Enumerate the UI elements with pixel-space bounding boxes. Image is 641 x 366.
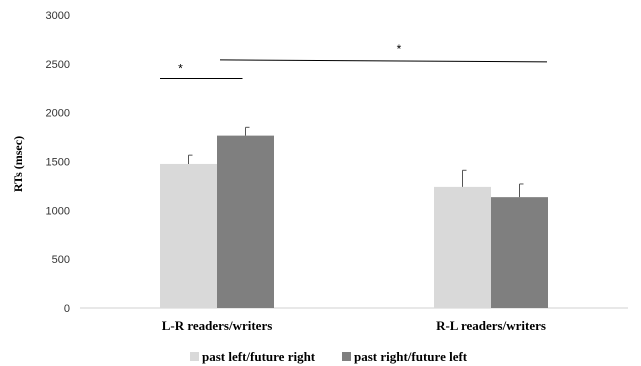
y-tick-label: 3000	[46, 10, 70, 22]
significance-line	[219, 59, 548, 63]
bars-group	[160, 135, 548, 308]
y-tick-label: 0	[64, 303, 70, 315]
category-label: L-R readers/writers	[162, 318, 273, 333]
y-tick-label: 2500	[46, 59, 70, 71]
legend-swatch	[342, 352, 351, 361]
significance-star: *	[178, 61, 183, 75]
legend-label: past left/future right	[202, 349, 316, 364]
bar-1	[434, 186, 491, 308]
legend-swatch	[190, 352, 199, 361]
error-bars-group	[188, 126, 524, 198]
bar-1	[160, 163, 217, 308]
y-tick-label: 500	[52, 254, 70, 266]
y-axis: 0 500 1000 1500 2000 2500 3000	[46, 10, 70, 315]
significance-star: *	[397, 42, 402, 56]
bar-2	[217, 135, 274, 308]
bar-2	[491, 197, 548, 308]
y-tick-label: 1000	[46, 205, 70, 217]
y-tick-label: 1500	[46, 157, 70, 169]
category-label: R-L readers/writers	[436, 318, 546, 333]
legend-label: past right/future left	[354, 349, 468, 364]
legend: past left/future right past right/future …	[190, 349, 468, 364]
significance-markers: **	[160, 42, 548, 79]
category-labels: L-R readers/writers R-L readers/writers	[162, 318, 546, 333]
y-axis-label: RTs (msec)	[11, 136, 25, 192]
y-tick-label: 2000	[46, 108, 70, 120]
